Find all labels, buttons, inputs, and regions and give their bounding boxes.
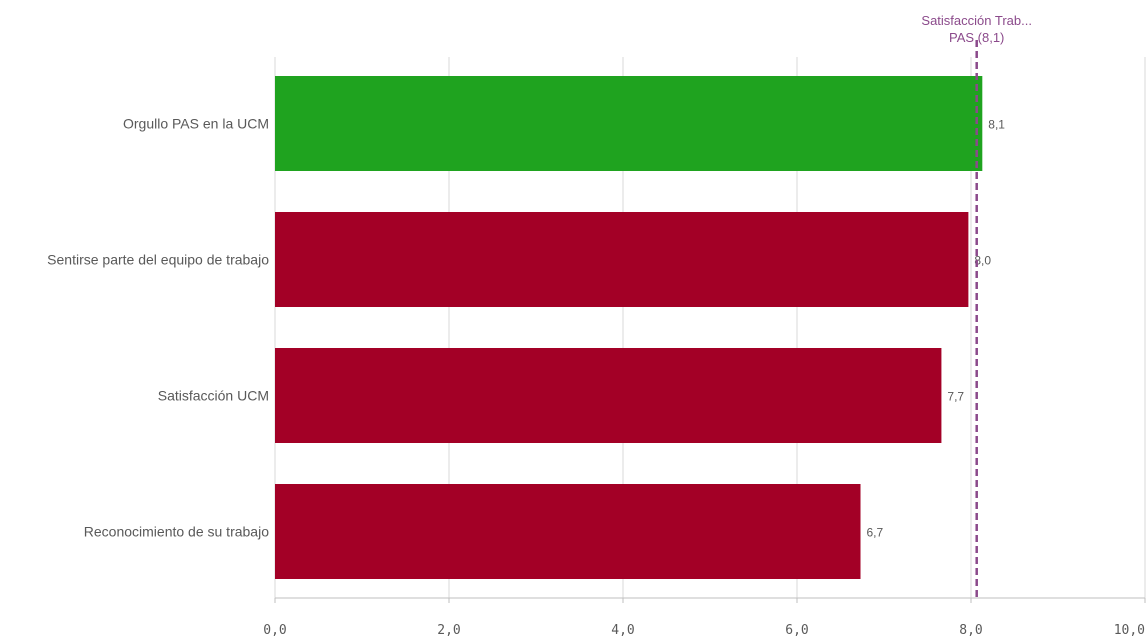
reference-label-line1: Satisfacción Trab... [921,13,1032,28]
x-tick-label-2: 4,0 [611,623,634,638]
value-label-3: 6,7 [867,526,884,540]
bar-1[interactable] [275,212,969,307]
reference-label-line2: PAS (8,1) [949,30,1004,45]
x-tick-label-4: 8,0 [959,623,982,638]
x-tick-label-1: 2,0 [437,623,460,638]
x-tick-label-5: 10,0 [1114,623,1145,638]
bar-0[interactable] [275,76,983,171]
category-label-3: Reconocimiento de su trabajo [84,524,269,540]
category-label-2: Satisfacción UCM [158,388,269,404]
reference-line-group: Satisfacción Trab... PAS (8,1) [921,13,1032,598]
x-axis: 0,0 2,0 4,0 6,0 8,0 10,0 [263,597,1146,638]
bar-2[interactable] [275,348,942,443]
value-label-1: 8,0 [974,254,991,268]
bars: Orgullo PAS en la UCM 8,1 Sentirse parte d… [47,76,1005,579]
category-label-1: Sentirse parte del equipo de trabajo [47,252,269,268]
category-label-0: Orgullo PAS en la UCM [123,116,269,132]
x-tick-label-3: 6,0 [785,623,808,638]
x-tick-label-0: 0,0 [263,623,286,638]
value-label-2: 7,7 [947,390,964,404]
value-label-0: 8,1 [988,118,1005,132]
bar-3[interactable] [275,484,861,579]
